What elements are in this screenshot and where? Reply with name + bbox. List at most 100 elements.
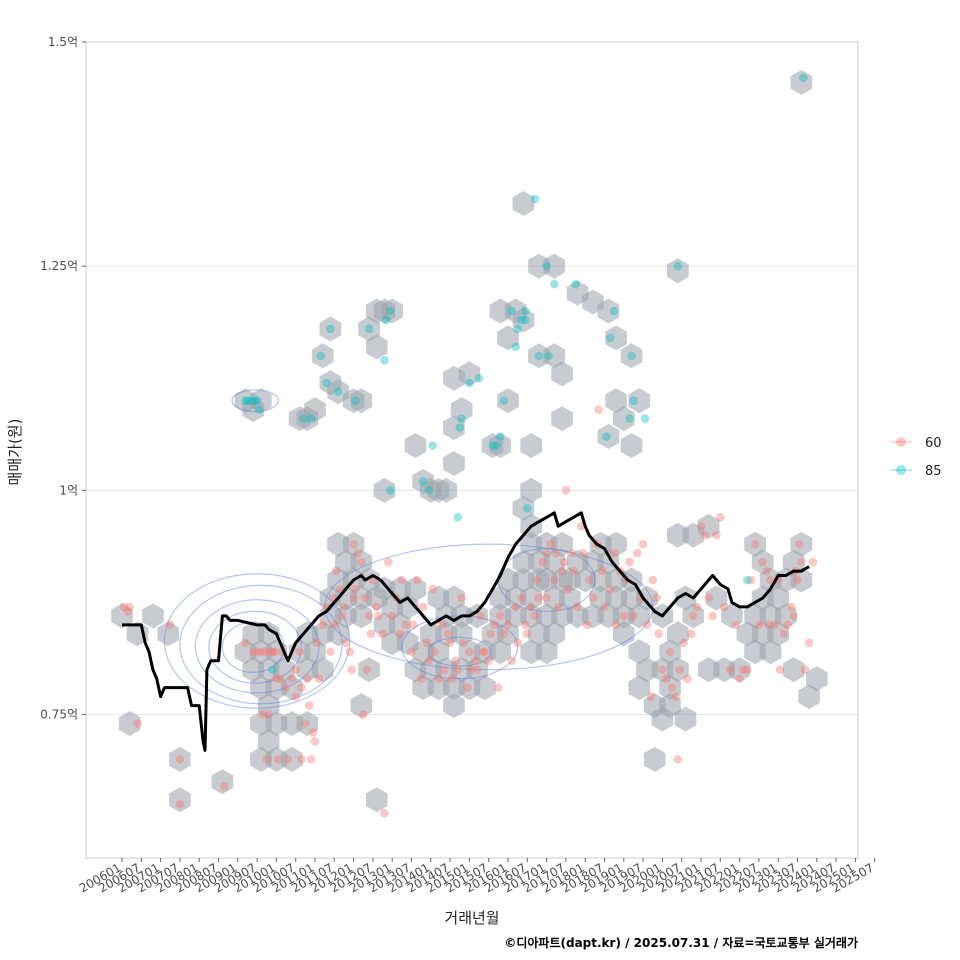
point-85	[474, 373, 484, 383]
hexbin-cell	[790, 69, 813, 95]
point-60	[175, 755, 185, 764]
hexbin-cell	[558, 585, 581, 611]
hexbin-cell	[620, 343, 643, 369]
point-60	[422, 638, 432, 648]
point-60	[563, 584, 573, 594]
point-60	[646, 692, 656, 701]
point-60	[357, 557, 366, 567]
point-60	[266, 647, 275, 657]
hexbin-cell	[118, 711, 141, 736]
point-60	[770, 620, 779, 630]
hexbin-cell	[350, 549, 373, 575]
point-60	[648, 575, 658, 585]
x-axis-title: 거래년월	[444, 909, 499, 927]
hexbin-cell	[373, 477, 396, 503]
hexbin-cell	[605, 531, 627, 557]
hexbin-cell	[697, 513, 720, 539]
hexbin-cell	[520, 477, 542, 503]
point-60	[295, 647, 304, 657]
point-85	[385, 486, 395, 495]
point-85	[424, 486, 434, 495]
point-85	[542, 261, 551, 271]
point-60	[252, 647, 262, 657]
point-60	[546, 539, 555, 549]
point-60	[523, 629, 532, 639]
point-60	[362, 665, 372, 674]
point-60	[476, 611, 486, 621]
point-60	[219, 781, 229, 791]
hexbin-cell	[543, 549, 566, 575]
density-contour	[208, 610, 303, 684]
point-85	[322, 378, 331, 388]
point-60	[499, 629, 509, 639]
point-60	[538, 557, 548, 567]
y-tick-label: 0.75억	[40, 708, 78, 722]
hexbin-cell	[327, 621, 349, 647]
hexbin-cell	[450, 621, 473, 647]
hexbin-cell	[304, 639, 326, 665]
point-85	[511, 342, 521, 352]
point-60	[275, 674, 285, 683]
legend-key-60	[896, 437, 906, 447]
point-85	[428, 441, 438, 450]
point-60	[353, 548, 362, 558]
point-60	[470, 656, 480, 666]
point-60	[347, 665, 356, 674]
point-60	[517, 593, 526, 603]
hexbin-cell	[497, 621, 519, 647]
point-60	[283, 755, 293, 764]
hexbin-cell	[512, 307, 535, 333]
point-60	[550, 575, 559, 585]
point-60	[123, 607, 133, 616]
hexbin-cell	[257, 693, 280, 719]
point-60	[619, 611, 629, 621]
point-60	[480, 647, 490, 657]
point-60	[800, 665, 810, 674]
hexbin-cell	[759, 639, 782, 665]
point-60	[440, 665, 449, 674]
hexbin-cell	[651, 706, 674, 732]
hexbin-cell	[211, 769, 234, 795]
point-60	[453, 665, 463, 674]
hexbin-cell	[497, 325, 519, 351]
point-60	[358, 710, 368, 719]
density-contour	[428, 636, 492, 667]
point-60	[434, 674, 443, 683]
point-60	[270, 647, 279, 657]
hexbin-cell	[169, 787, 191, 813]
median-price-line	[122, 511, 810, 752]
point-60	[490, 620, 499, 630]
point-85	[640, 414, 650, 423]
point-60	[567, 548, 576, 558]
hexbin-cell	[365, 787, 388, 813]
hexbin-cell	[342, 531, 365, 557]
point-60	[326, 647, 335, 657]
hexbin-cell	[512, 495, 535, 521]
point-60	[401, 620, 411, 630]
point-60	[611, 620, 621, 630]
hexbin-cell	[705, 585, 728, 611]
point-85	[544, 351, 553, 361]
point-60	[467, 665, 476, 674]
hexbin-cell	[605, 325, 627, 351]
point-85	[673, 261, 683, 271]
hexbin-cell	[257, 728, 280, 754]
point-60	[372, 602, 382, 612]
hexbin-cell	[543, 253, 566, 279]
point-60	[654, 629, 663, 639]
hexbin-cell	[111, 603, 133, 629]
point-layer	[119, 73, 818, 818]
hexbin-cell	[628, 675, 651, 701]
hexbin-cell	[520, 433, 542, 458]
point-85	[488, 441, 497, 450]
hexbin-cell	[458, 361, 481, 387]
density-contour-layer	[163, 389, 654, 709]
hexbin-cell	[605, 388, 627, 414]
point-60	[708, 611, 717, 621]
point-60	[465, 647, 474, 657]
hexbin-cell	[628, 603, 651, 629]
point-85	[243, 396, 252, 405]
point-60	[337, 611, 347, 621]
hexbin-cell	[535, 639, 558, 665]
point-60	[447, 674, 457, 683]
